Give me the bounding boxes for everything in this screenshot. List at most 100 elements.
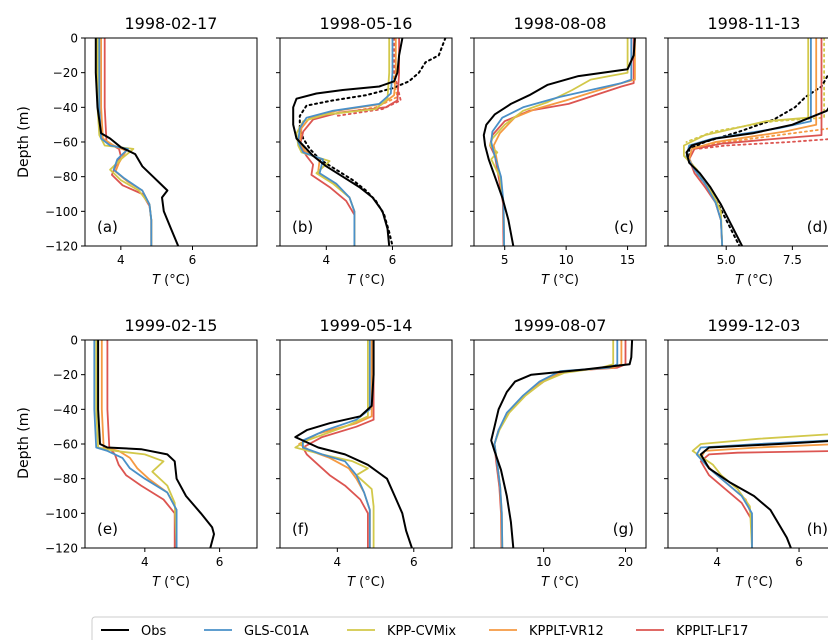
y-tick-label: −60: [53, 136, 78, 150]
y-tick-label: 0: [70, 334, 78, 348]
series-lines: [292, 38, 447, 246]
panel-6: 4 6 T (°C) 1999-05-14 (f): [276, 316, 453, 590]
series-gls-c01a: [490, 38, 633, 246]
panel-label: (d): [807, 218, 828, 236]
panel-title: 1998-08-08: [514, 14, 607, 33]
panel-1: 0 −20 −40 −60 −80 −100 −120 4 6 T (°C) 1998-02-17 (…: [45, 14, 258, 288]
series-kpp-cvmix: [294, 340, 375, 548]
x-axis-label: T (°C): [541, 575, 579, 590]
series-kpp-cvmix: [493, 340, 615, 548]
legend-label: KPP-CVMix: [387, 624, 456, 639]
y-tick-label: −120: [45, 542, 78, 556]
series-kpp-cvmix: [295, 38, 391, 246]
panels: 0 −20 −40 −60 −80 −100 −120 4 6 T (°C) 1998-02-17 (…: [45, 14, 828, 590]
legend-label: GLS-C01A: [244, 624, 309, 639]
panel-8: 4 6 T (°C) 1999-12-03 (h): [664, 316, 828, 590]
x-tick-label: 6: [189, 253, 197, 267]
series-kpplt-lf17: [106, 340, 176, 548]
x-tick-label: 7.5: [783, 253, 802, 267]
x-tick-label: 10: [536, 555, 551, 569]
legend-frame: [91, 616, 828, 640]
panel-title: 1999-02-15: [125, 316, 218, 335]
series-obs: [490, 340, 634, 548]
y-tick-label: −100: [45, 507, 78, 521]
series-gls-c01a: [297, 38, 394, 246]
y-tick-label: −40: [53, 101, 78, 115]
series-lines: [683, 38, 828, 246]
series-kpplt-vr12: [100, 38, 153, 246]
x-tick-label: 4: [713, 555, 721, 569]
panel-title: 1998-05-16: [320, 14, 413, 33]
series-kpp-cvmix: [95, 340, 178, 548]
series-kpp-cvmix: [489, 38, 629, 246]
x-axis-label: T (°C): [541, 273, 579, 288]
series-kpplt-lf17: [688, 38, 823, 246]
panel-title: 1999-08-07: [514, 316, 607, 335]
series-kpplt-lf17: [489, 38, 635, 246]
panel-title: 1999-05-14: [320, 316, 413, 335]
x-tick-label: 4: [334, 555, 342, 569]
x-tick-label: 6: [389, 253, 397, 267]
series-obs: [94, 38, 180, 246]
series-obs: [294, 340, 413, 548]
series-kpplt-vr12: [298, 38, 397, 246]
x-axis-label: T (°C): [347, 273, 385, 288]
series-gls-c01a: [301, 340, 371, 548]
series-kpplt-lf17: [699, 450, 828, 548]
x-tick-label: 4: [322, 253, 330, 267]
x-tick-label: 20: [618, 555, 633, 569]
series-obs: [97, 340, 215, 548]
x-tick-label: 5: [501, 253, 509, 267]
axes-frame: [84, 339, 258, 549]
panel-3: 5 10 15 T (°C) 1998-08-08 (c): [470, 14, 647, 288]
series-kpplt-lf17-dotted: [696, 138, 828, 150]
panel-label: (e): [97, 520, 118, 538]
axes-frame: [279, 339, 453, 549]
legend-label: KPPLT-LF17: [676, 624, 748, 639]
series-lines: [691, 433, 828, 548]
y-tick-label: 0: [70, 32, 78, 46]
series-lines: [482, 38, 636, 246]
series-kpplt-vr12: [100, 340, 178, 548]
y-tick-label: −120: [45, 240, 78, 254]
x-tick-label: 4: [117, 253, 125, 267]
axes-frame: [473, 37, 647, 247]
x-tick-label: 6: [216, 555, 224, 569]
legend-label: Obs: [141, 624, 166, 639]
series-gls-c01a: [493, 340, 619, 548]
series-gls-c01a: [93, 340, 178, 548]
series-obs: [685, 107, 828, 246]
series-kpplt-lf17-dotted: [335, 38, 402, 117]
x-tick-label: 6: [410, 555, 418, 569]
legend: Obs GLS-C01A KPP-CVMix KPPLT-VR12 KPPLT-LF17: [91, 616, 828, 640]
panel-5: 0 −20 −40 −60 −80 −100 −120 4 6 T (°C) 1999-02-15 (…: [45, 316, 258, 590]
series-kpplt-vr12: [492, 38, 636, 246]
series-kpplt-vr12-dotted: [331, 38, 399, 116]
x-axis-label: T (°C): [152, 575, 190, 590]
panel-label: (f): [292, 520, 309, 538]
series-obs: [699, 440, 828, 548]
series-lines: [490, 340, 634, 548]
y-tick-label: −80: [53, 170, 78, 184]
axes-frame: [84, 37, 258, 247]
series-obs-dotted: [688, 73, 828, 246]
panel-title: 1999-12-03: [708, 316, 801, 335]
y-tick-label: −60: [53, 438, 78, 452]
panel-label: (a): [97, 218, 118, 236]
panel-label: (b): [292, 218, 313, 236]
panel-title: 1998-02-17: [125, 14, 218, 33]
panel-title: 1998-11-13: [708, 14, 801, 33]
y-tick-label: −80: [53, 472, 78, 486]
x-tick-label: 6: [795, 555, 803, 569]
series-kpplt-lf17: [103, 38, 153, 246]
y-tick-label: −40: [53, 403, 78, 417]
x-tick-label: 15: [620, 253, 635, 267]
y-tick-label: −100: [45, 205, 78, 219]
legend-label: KPPLT-VR12: [529, 624, 604, 639]
series-kpplt-lf17: [301, 340, 375, 548]
series-obs-dotted: [298, 38, 447, 246]
panel-label: (g): [613, 520, 634, 538]
series-obs: [292, 38, 404, 246]
legend-items: Obs GLS-C01A KPP-CVMix KPPLT-VR12 KPPLT-LF17: [101, 624, 748, 639]
